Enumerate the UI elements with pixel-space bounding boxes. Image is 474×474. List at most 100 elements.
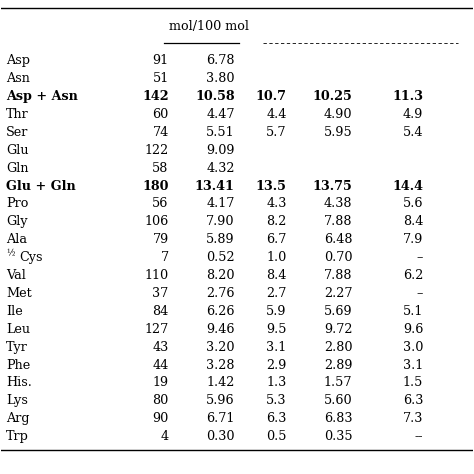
- Text: 13.41: 13.41: [195, 180, 235, 192]
- Text: 2.76: 2.76: [206, 287, 235, 300]
- Text: 180: 180: [142, 180, 169, 192]
- Text: 74: 74: [153, 126, 169, 139]
- Text: 7.9: 7.9: [403, 233, 423, 246]
- Text: 3.0: 3.0: [403, 341, 423, 354]
- Text: 1.3: 1.3: [266, 376, 286, 390]
- Text: 4.47: 4.47: [206, 108, 235, 121]
- Text: ½: ½: [6, 249, 15, 258]
- Text: 6.7: 6.7: [266, 233, 286, 246]
- Text: 5.60: 5.60: [324, 394, 353, 407]
- Text: Glu + Gln: Glu + Gln: [6, 180, 76, 192]
- Text: 2.89: 2.89: [324, 358, 353, 372]
- Text: 5.6: 5.6: [402, 197, 423, 210]
- Text: 8.20: 8.20: [206, 269, 235, 282]
- Text: 58: 58: [152, 162, 169, 174]
- Text: 110: 110: [145, 269, 169, 282]
- Text: 79: 79: [153, 233, 169, 246]
- Text: 5.89: 5.89: [206, 233, 235, 246]
- Text: Val: Val: [6, 269, 26, 282]
- Text: 4.32: 4.32: [206, 162, 235, 174]
- Text: 4.4: 4.4: [266, 108, 286, 121]
- Text: 5.7: 5.7: [266, 126, 286, 139]
- Text: 0.52: 0.52: [206, 251, 235, 264]
- Text: 2.7: 2.7: [266, 287, 286, 300]
- Text: 106: 106: [145, 215, 169, 228]
- Text: 43: 43: [153, 341, 169, 354]
- Text: Tyr: Tyr: [6, 341, 28, 354]
- Text: 6.71: 6.71: [206, 412, 235, 425]
- Text: 60: 60: [153, 108, 169, 121]
- Text: 84: 84: [153, 305, 169, 318]
- Text: 5.95: 5.95: [324, 126, 353, 139]
- Text: 4.90: 4.90: [324, 108, 353, 121]
- Text: 2.9: 2.9: [266, 358, 286, 372]
- Text: 0.70: 0.70: [324, 251, 353, 264]
- Text: Asp + Asn: Asp + Asn: [6, 90, 78, 103]
- Text: 6.83: 6.83: [324, 412, 353, 425]
- Text: 4.9: 4.9: [403, 108, 423, 121]
- Text: 9.09: 9.09: [206, 144, 235, 157]
- Text: 6.26: 6.26: [206, 305, 235, 318]
- Text: Gln: Gln: [6, 162, 28, 174]
- Text: 6.48: 6.48: [324, 233, 353, 246]
- Text: 6.3: 6.3: [266, 412, 286, 425]
- Text: Trp: Trp: [6, 430, 29, 443]
- Text: 5.96: 5.96: [206, 394, 235, 407]
- Text: 3.20: 3.20: [206, 341, 235, 354]
- Text: 9.6: 9.6: [403, 323, 423, 336]
- Text: 6.2: 6.2: [403, 269, 423, 282]
- Text: Asp: Asp: [6, 54, 30, 67]
- Text: 8.4: 8.4: [403, 215, 423, 228]
- Text: mol/100 mol: mol/100 mol: [169, 20, 249, 33]
- Text: 122: 122: [145, 144, 169, 157]
- Text: 7.88: 7.88: [324, 215, 353, 228]
- Text: 3.1: 3.1: [266, 341, 286, 354]
- Text: 14.4: 14.4: [392, 180, 423, 192]
- Text: 10.7: 10.7: [255, 90, 286, 103]
- Text: Ser: Ser: [6, 126, 28, 139]
- Text: 4.38: 4.38: [324, 197, 353, 210]
- Text: 7: 7: [161, 251, 169, 264]
- Text: 0.5: 0.5: [266, 430, 286, 443]
- Text: –: –: [417, 251, 423, 264]
- Text: 0.30: 0.30: [206, 430, 235, 443]
- Text: 142: 142: [142, 90, 169, 103]
- Text: --: --: [415, 430, 423, 443]
- Text: Leu: Leu: [6, 323, 30, 336]
- Text: Gly: Gly: [6, 215, 27, 228]
- Text: 5.51: 5.51: [206, 126, 235, 139]
- Text: His.: His.: [6, 376, 32, 390]
- Text: 13.5: 13.5: [255, 180, 286, 192]
- Text: 51: 51: [153, 72, 169, 85]
- Text: 56: 56: [152, 197, 169, 210]
- Text: 1.42: 1.42: [206, 376, 235, 390]
- Text: 3.28: 3.28: [206, 358, 235, 372]
- Text: 8.2: 8.2: [266, 215, 286, 228]
- Text: Phe: Phe: [6, 358, 30, 372]
- Text: 6.3: 6.3: [403, 394, 423, 407]
- Text: 5.69: 5.69: [324, 305, 353, 318]
- Text: 2.80: 2.80: [324, 341, 353, 354]
- Text: 5.9: 5.9: [266, 305, 286, 318]
- Text: 7.88: 7.88: [324, 269, 353, 282]
- Text: 5.1: 5.1: [403, 305, 423, 318]
- Text: Arg: Arg: [6, 412, 29, 425]
- Text: 19: 19: [153, 376, 169, 390]
- Text: Thr: Thr: [6, 108, 29, 121]
- Text: 4.17: 4.17: [206, 197, 235, 210]
- Text: Ala: Ala: [6, 233, 27, 246]
- Text: 4.3: 4.3: [266, 197, 286, 210]
- Text: Cys: Cys: [19, 251, 43, 264]
- Text: Met: Met: [6, 287, 32, 300]
- Text: 4: 4: [161, 430, 169, 443]
- Text: 44: 44: [153, 358, 169, 372]
- Text: 1.57: 1.57: [324, 376, 353, 390]
- Text: Pro: Pro: [6, 197, 28, 210]
- Text: 2.27: 2.27: [324, 287, 353, 300]
- Text: 3.80: 3.80: [206, 72, 235, 85]
- Text: 7.3: 7.3: [403, 412, 423, 425]
- Text: 6.78: 6.78: [206, 54, 235, 67]
- Text: Asn: Asn: [6, 72, 30, 85]
- Text: 11.3: 11.3: [392, 90, 423, 103]
- Text: 3.1: 3.1: [403, 358, 423, 372]
